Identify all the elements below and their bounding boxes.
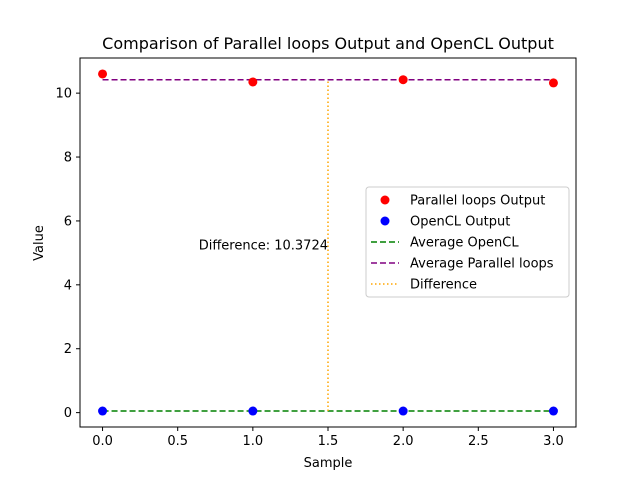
y-tick-label-1: 2	[64, 342, 72, 357]
x-tick-label-5: 2.5	[468, 434, 489, 449]
data-point-1-2	[398, 406, 408, 416]
x-tick-label-3: 1.5	[318, 434, 339, 449]
x-tick-label-4: 2.0	[393, 434, 414, 449]
data-point-0-2	[398, 75, 408, 85]
legend-label-1: OpenCL Output	[410, 215, 510, 230]
legend-marker-0	[380, 195, 390, 205]
y-tick-label-5: 10	[55, 87, 72, 102]
x-tick-label-2: 1.0	[243, 434, 264, 449]
chart-title: Comparison of Parallel loops Output and …	[102, 34, 554, 53]
legend-label-0: Parallel loops Output	[410, 194, 545, 209]
y-axis-label: Value	[32, 225, 47, 261]
annotation-label-0: Difference: 10.3724	[199, 239, 328, 254]
y-tick-label-3: 6	[64, 214, 72, 229]
data-point-1-0	[98, 406, 108, 416]
x-tick-label-0: 0.0	[92, 434, 113, 449]
plot-area: Difference: 10.3724 0.0 0.5 1.0 1.5 2.0 2.5 3.0…	[55, 57, 577, 449]
legend-label-3: Average Parallel loops	[410, 257, 554, 272]
legend-marker-1	[380, 216, 390, 226]
x-axis-label: Sample	[304, 456, 353, 471]
data-point-0-1	[248, 77, 258, 87]
legend-label-4: Difference	[410, 278, 477, 293]
data-point-0-3	[548, 78, 558, 88]
data-point-1-3	[548, 406, 558, 416]
y-tick-label-4: 8	[64, 151, 72, 166]
data-point-0-0	[98, 69, 108, 79]
legend-label-2: Average OpenCL	[410, 236, 519, 251]
y-tick-label-0: 0	[64, 406, 72, 421]
x-tick-label-1: 0.5	[167, 434, 188, 449]
data-point-1-1	[248, 406, 258, 416]
x-tick-label-6: 3.0	[543, 434, 564, 449]
y-tick-label-2: 4	[64, 278, 72, 293]
legend-box	[365, 186, 570, 298]
